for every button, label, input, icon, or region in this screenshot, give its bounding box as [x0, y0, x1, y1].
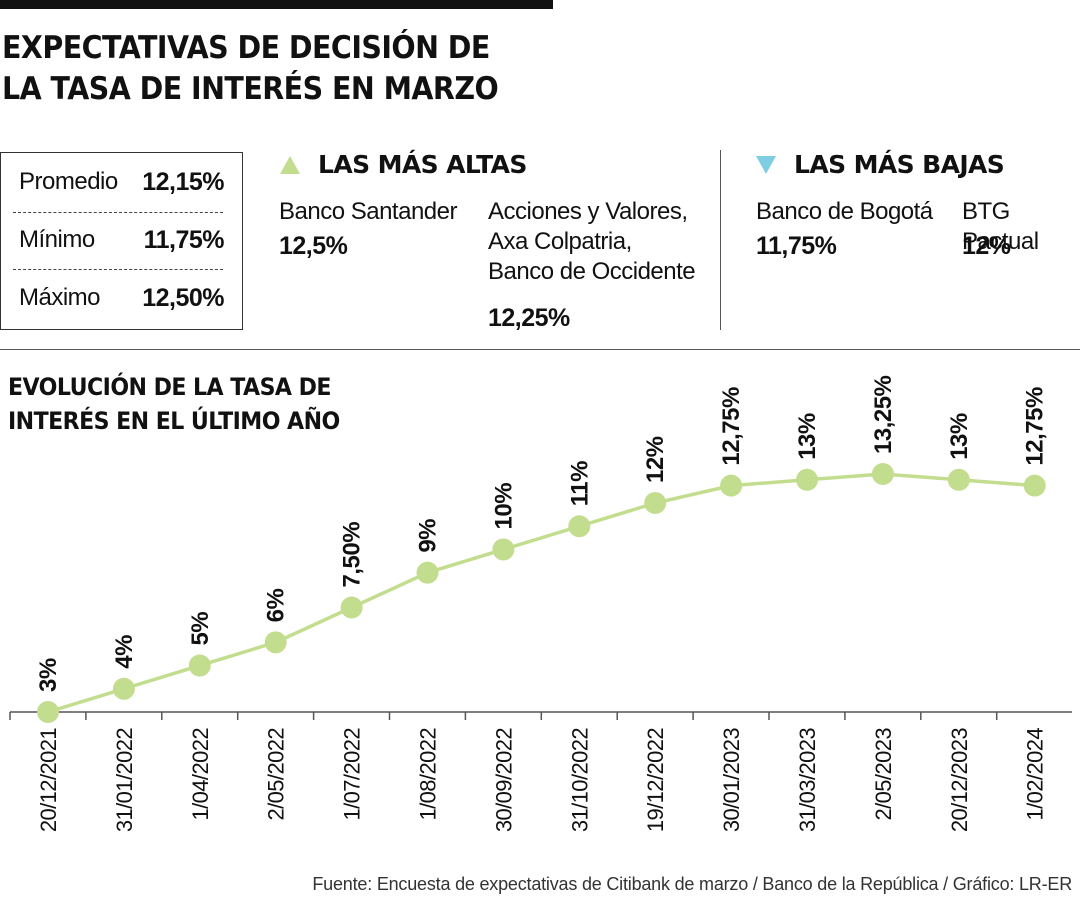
- x-tick-label: 30/01/2023: [719, 728, 744, 832]
- data-label: 13%: [794, 413, 821, 460]
- data-point: [264, 631, 287, 654]
- entity-name-line: Banco Santander: [279, 198, 457, 225]
- highest-entity-2: Acciones y Valores, Axa Colpatria, Banco…: [488, 197, 696, 287]
- stat-label-average: Promedio: [19, 168, 118, 195]
- source-footer: Fuente: Encuesta de expectativas de Citi…: [312, 874, 1072, 894]
- data-point: [340, 596, 363, 619]
- stat-row-average: Promedio 12,15%: [19, 153, 224, 211]
- lowest-entity-2: BTG Pactual: [962, 197, 1080, 257]
- x-tick-label: 1/04/2022: [188, 728, 213, 821]
- x-tick-label: 1/07/2022: [340, 728, 365, 821]
- data-point: [112, 677, 135, 700]
- data-label: 5%: [187, 612, 214, 646]
- data-label: 11%: [566, 461, 593, 506]
- highest-heading: LAS MÁS ALTAS: [280, 150, 527, 179]
- data-point: [720, 474, 743, 497]
- data-point: [492, 538, 515, 561]
- x-tick-label: 19/12/2022: [643, 728, 668, 832]
- series-line: [47, 472, 1035, 714]
- lowest-entity-1-value: 11,75%: [756, 232, 837, 260]
- stat-row-minimum: Mínimo 11,75%: [19, 211, 225, 269]
- x-tick-label: 31/03/2023: [795, 728, 820, 832]
- vertical-divider: [720, 150, 721, 330]
- chart-title-line-1: EVOLUCIÓN DE LA TASA DE: [8, 373, 331, 401]
- stat-value-maximum: 12,50%: [142, 283, 224, 312]
- data-label: 12%: [642, 436, 669, 483]
- entity-name-line: Axa Colpatria,: [488, 228, 632, 255]
- stat-value-average: 12,15%: [142, 167, 224, 196]
- stat-separator: [13, 212, 223, 213]
- stats-box: Promedio 12,15% Mínimo 11,75% Máximo 12,…: [0, 152, 243, 330]
- lowest-heading-label: LAS MÁS BAJAS: [794, 150, 1005, 179]
- stat-label-maximum: Máximo: [19, 284, 101, 311]
- data-point: [37, 701, 59, 723]
- stat-value-minimum: 11,75%: [143, 225, 225, 254]
- data-label: 13,25%: [870, 375, 897, 454]
- x-tick-label: 20/12/2021: [36, 728, 61, 832]
- x-tick-label: 1/08/2022: [416, 728, 441, 821]
- stat-label-minimum: Mínimo: [19, 226, 95, 253]
- highest-entity-1: Banco Santander: [279, 197, 457, 227]
- title-line-2: LA TASA DE INTERÉS EN MARZO: [2, 71, 499, 107]
- data-label: 12,75%: [1022, 387, 1049, 466]
- data-point: [644, 492, 667, 515]
- data-label: 6%: [263, 588, 290, 622]
- data-point: [188, 654, 211, 677]
- lowest-entity-1: Banco de Bogotá: [756, 197, 933, 227]
- x-tick-label: 2/05/2023: [871, 728, 896, 821]
- data-point: [568, 515, 591, 538]
- data-point: [947, 468, 970, 491]
- chart-title: EVOLUCIÓN DE LA TASA DE INTERÉS EN EL ÚL…: [8, 370, 376, 438]
- data-point: [1023, 474, 1046, 497]
- entity-name-line: Banco de Bogotá: [756, 198, 933, 225]
- chart-title-line-2: INTERÉS EN EL ÚLTIMO AÑO: [8, 407, 340, 435]
- data-point: [416, 561, 439, 584]
- stat-row-maximum: Máximo 12,50%: [19, 269, 224, 327]
- entity-name-line: Acciones y Valores,: [488, 198, 688, 225]
- data-point: [871, 463, 894, 485]
- data-label: 10%: [490, 483, 517, 530]
- x-tick-label: 2/05/2022: [264, 728, 289, 821]
- title-line-1: EXPECTATIVAS DE DECISIÓN DE: [2, 30, 490, 66]
- page-title: EXPECTATIVAS DE DECISIÓN DE LA TASA DE I…: [2, 28, 554, 110]
- data-label: 9%: [415, 519, 442, 553]
- top-rule: [0, 0, 553, 9]
- entity-name-line: Banco de Occidente: [488, 258, 696, 285]
- highest-entity-2-value: 12,25%: [488, 304, 570, 332]
- highest-entity-1-value: 12,5%: [279, 232, 348, 260]
- triangle-down-icon: [756, 155, 776, 174]
- x-tick-label: 1/02/2024: [1023, 728, 1048, 821]
- x-tick-label: 31/01/2022: [112, 728, 137, 832]
- x-tick-label: 31/10/2022: [567, 728, 592, 832]
- data-label: 3%: [35, 658, 62, 692]
- highest-heading-label: LAS MÁS ALTAS: [318, 150, 527, 179]
- data-label: 7,50%: [339, 522, 366, 588]
- stat-separator: [13, 269, 223, 270]
- data-point: [796, 468, 818, 491]
- horizontal-divider: [0, 349, 1080, 350]
- data-label: 4%: [111, 635, 138, 669]
- data-label: 12,75%: [718, 387, 745, 466]
- lowest-entity-2-value: 12%: [962, 232, 1011, 260]
- triangle-up-icon: [280, 155, 300, 174]
- entity-name-line: BTG Pactual: [962, 198, 1039, 255]
- lowest-heading: LAS MÁS BAJAS: [756, 150, 1005, 179]
- x-tick-label: 30/09/2022: [491, 728, 516, 832]
- data-label: 13%: [946, 413, 973, 460]
- x-tick-label: 20/12/2023: [947, 728, 972, 832]
